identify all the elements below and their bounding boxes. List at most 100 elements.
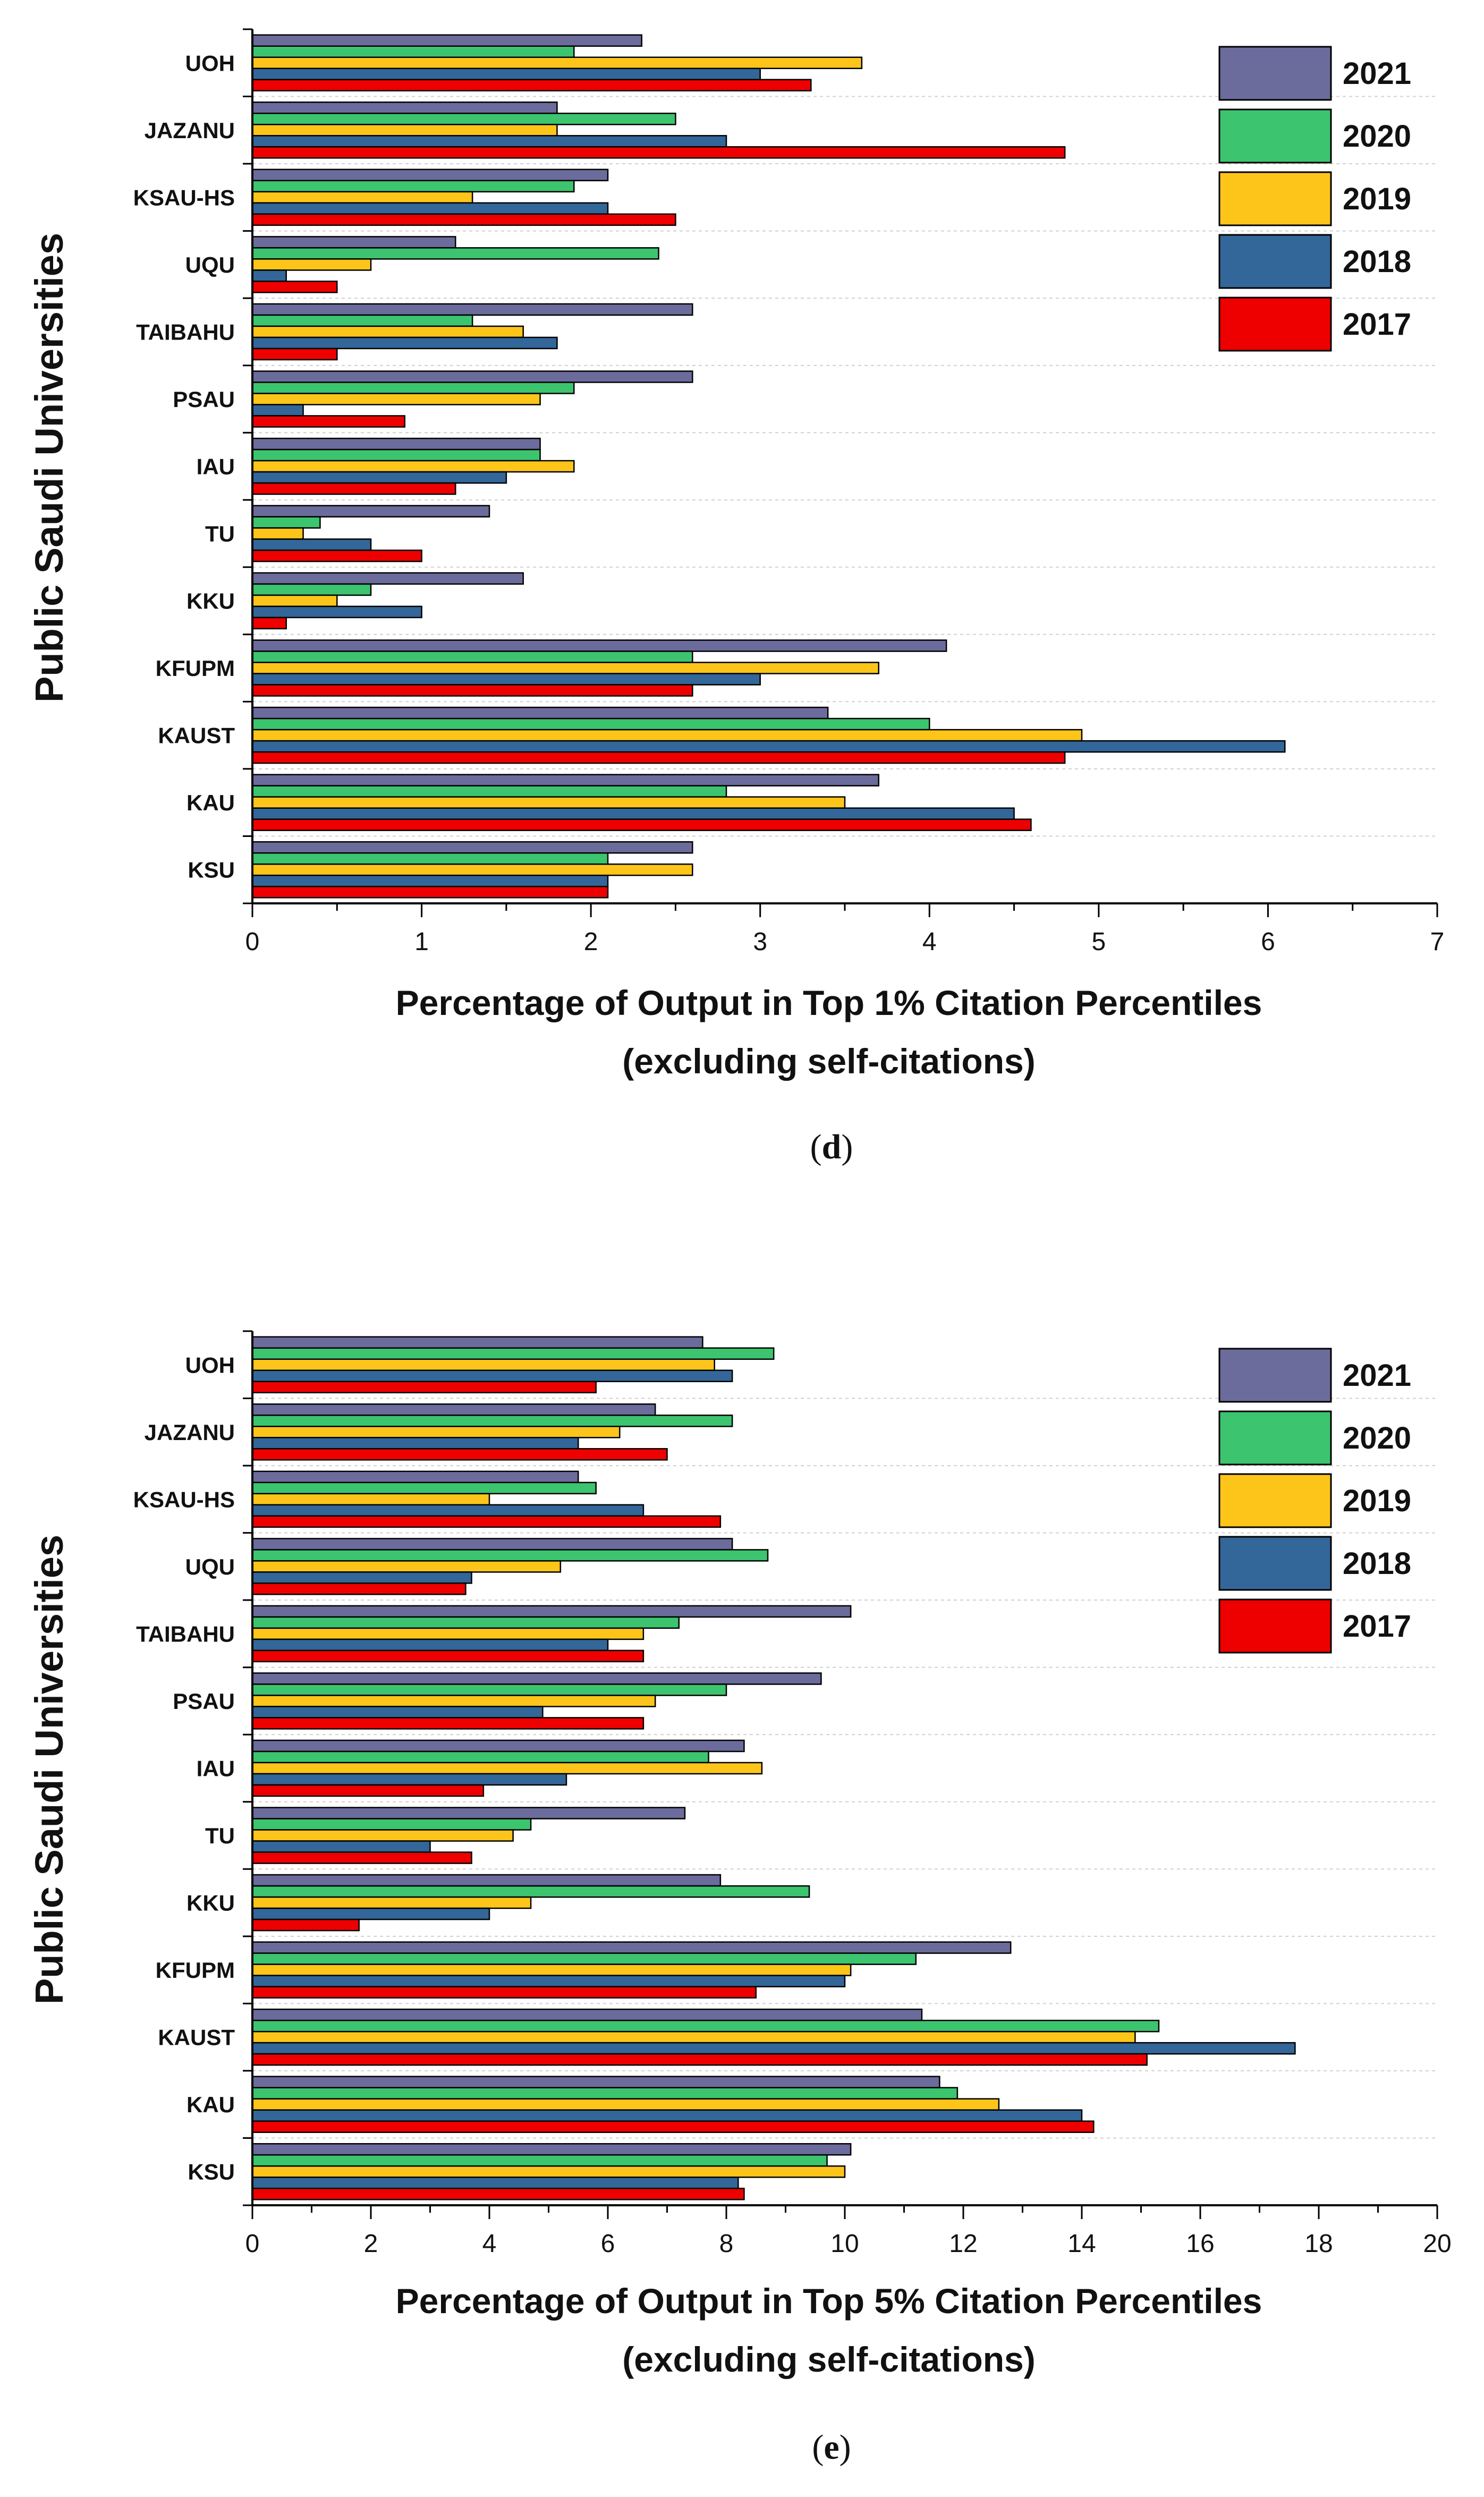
bar-ksau-hs-2019	[251, 1493, 490, 1506]
x-tick-label: 2	[584, 928, 598, 956]
bar-psau-2020	[251, 1683, 727, 1696]
bar-psau-2019	[251, 393, 541, 405]
category-label: KSU	[188, 2160, 235, 2185]
x-tick-label: 16	[1186, 2230, 1214, 2258]
x-axis-title-line2: (excluding self-citations)	[622, 1042, 1035, 1081]
bar-kau-2019	[251, 2098, 1000, 2111]
bar-kaust-2018	[251, 2042, 1296, 2055]
bar-psau-2021	[251, 1672, 822, 1685]
bar-ksu-2019	[251, 2165, 846, 2178]
bar-uqu-2019	[251, 1560, 562, 1573]
bar-kfupm-2021	[251, 639, 947, 652]
bar-ksu-2020	[251, 2154, 828, 2167]
caption-close: )	[839, 2428, 851, 2467]
bar-uqu-2020	[251, 1549, 769, 1562]
bar-ksu-2018	[251, 874, 609, 887]
bar-kaust-2020	[251, 717, 930, 731]
bar-kau-2018	[251, 807, 1015, 820]
bar-ksau-hs-2019	[251, 191, 473, 204]
x-tick-label: 3	[753, 928, 767, 956]
bar-ksu-2017	[251, 885, 609, 899]
legend-swatch-2020	[1218, 108, 1332, 164]
bar-kfupm-2019	[251, 662, 879, 674]
x-tick-label: 18	[1304, 2230, 1333, 2258]
bar-taibahu-2020	[251, 314, 473, 327]
legend-swatch-2018	[1218, 234, 1332, 289]
legend-label: 2019	[1343, 1484, 1411, 1518]
legend-label: 2020	[1343, 119, 1411, 154]
bar-tu-2017	[251, 1851, 472, 1864]
bar-taibahu-2017	[251, 348, 338, 361]
bar-kau-2017	[251, 2120, 1095, 2133]
bar-uqu-2018	[251, 269, 287, 282]
bar-uoh-2018	[251, 1369, 733, 1383]
bar-iau-2021	[251, 437, 541, 451]
bar-taibahu-2021	[251, 1605, 852, 1618]
bar-ksau-hs-2021	[251, 168, 609, 182]
bar-kau-2021	[251, 2076, 940, 2088]
x-tick-label: 10	[830, 2230, 859, 2258]
bar-uoh-2017	[251, 1381, 597, 1394]
bar-ksu-2019	[251, 863, 693, 876]
legend-swatch-2020	[1218, 1410, 1332, 1466]
bar-kfupm-2017	[251, 684, 693, 697]
bar-kau-2018	[251, 2109, 1083, 2122]
bar-iau-2019	[251, 460, 575, 473]
bar-tu-2018	[251, 538, 372, 551]
bar-kau-2020	[251, 785, 727, 798]
bar-tu-2017	[251, 549, 422, 562]
bar-jazanu-2021	[251, 1403, 656, 1416]
bar-tu-2019	[251, 527, 304, 540]
category-label: UQU	[185, 1554, 235, 1579]
bar-jazanu-2021	[251, 101, 558, 114]
category-label: KFUPM	[156, 1958, 235, 1983]
bar-kfupm-2020	[251, 1952, 917, 1965]
bar-ksu-2020	[251, 852, 609, 865]
bar-kaust-2017	[251, 2053, 1148, 2066]
bar-kaust-2021	[251, 2008, 923, 2021]
bar-kaust-2021	[251, 706, 829, 720]
category-label: KKU	[186, 589, 235, 614]
legend-swatch-2017	[1218, 1598, 1332, 1654]
x-axis-title-line1: Percentage of Output in Top 1% Citation …	[396, 983, 1262, 1022]
bar-ksau-hs-2020	[251, 180, 575, 193]
category-label: TAIBAHU	[136, 319, 235, 344]
bar-kau-2019	[251, 796, 846, 809]
x-tick-label: 6	[601, 2230, 615, 2258]
bar-uoh-2019	[251, 56, 863, 70]
category-label: KKU	[186, 1891, 235, 1916]
x-tick-label: 14	[1067, 2230, 1096, 2258]
y-axis-title: Public Saudi Universities	[27, 233, 71, 702]
category-label: TU	[205, 521, 235, 546]
category-label: KAU	[186, 2092, 235, 2117]
legend-swatch-2021	[1218, 46, 1332, 101]
legend-swatch-2019	[1218, 171, 1332, 226]
bar-uoh-2017	[251, 79, 812, 92]
category-label: IAU	[197, 454, 235, 479]
category-label: KSU	[188, 858, 235, 883]
bar-uoh-2019	[251, 1358, 715, 1372]
bar-ksau-hs-2017	[251, 213, 676, 226]
x-tick-label: 12	[949, 2230, 977, 2258]
bar-kku-2019	[251, 594, 338, 607]
bar-kau-2021	[251, 774, 879, 786]
x-tick-label: 20	[1423, 2230, 1451, 2258]
chart-panel-e: UOH JAZANU KSAU-HS UQU TAIBAHU PSAU IAU TU KKU KF…	[27, 1330, 1452, 2467]
bar-psau-2020	[251, 382, 575, 394]
category-label: KSAU-HS	[133, 1487, 235, 1512]
bar-kaust-2017	[251, 751, 1066, 764]
category-label: PSAU	[173, 387, 235, 412]
x-tick-label: 5	[1092, 928, 1106, 956]
caption-letter: d	[822, 1128, 842, 1166]
legend-swatch-2021	[1218, 1348, 1332, 1403]
bar-iau-2018	[251, 471, 507, 484]
bar-uqu-2021	[251, 1538, 733, 1551]
bar-iau-2017	[251, 1784, 485, 1797]
category-label: KAU	[186, 790, 235, 815]
bar-kfupm-2021	[251, 1941, 1012, 1954]
bar-iau-2018	[251, 1773, 567, 1786]
bar-tu-2018	[251, 1840, 431, 1853]
legend-label: 2017	[1343, 307, 1411, 342]
bar-ksau-hs-2021	[251, 1470, 579, 1484]
bar-uoh-2021	[251, 34, 642, 47]
